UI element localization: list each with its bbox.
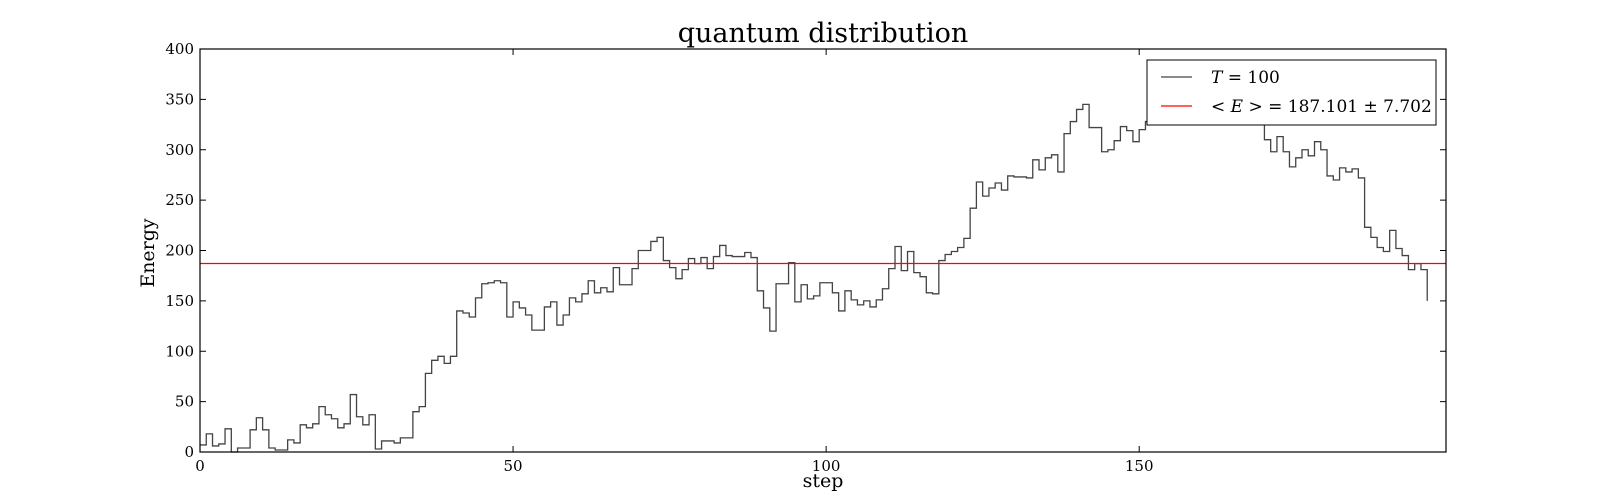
x-tick-label: 100 xyxy=(812,457,841,475)
x-tick-label: 0 xyxy=(195,457,205,475)
y-tick-label: 350 xyxy=(165,90,194,108)
chart-title: quantum distribution xyxy=(678,18,969,49)
y-tick-label: 200 xyxy=(165,242,194,260)
y-tick-label: 400 xyxy=(165,40,194,58)
legend-label: T = 100 xyxy=(1211,68,1280,88)
x-axis-label: step xyxy=(803,470,844,492)
y-tick-label: 300 xyxy=(165,141,194,159)
y-tick-label: 50 xyxy=(175,393,194,411)
legend-box xyxy=(1146,59,1437,126)
series-energy-line xyxy=(200,102,1428,453)
y-axis-label: Energy xyxy=(137,218,159,288)
y-tick-label: 250 xyxy=(165,191,194,209)
legend-label: < E > = 187.101 ± 7.702 xyxy=(1211,97,1432,117)
y-tick-label: 150 xyxy=(165,292,194,310)
x-tick-label: 50 xyxy=(504,457,523,475)
y-tick-label: 0 xyxy=(184,443,194,461)
plot-area xyxy=(200,102,1446,453)
x-tick-label: 150 xyxy=(1125,457,1154,475)
axis-ticks: 0 50 100 150 0 50 100 150 200 250 300 350 400 xyxy=(165,40,1446,475)
legend: T = 100 < E > = 187.101 ± 7.702 xyxy=(1146,59,1437,126)
plot-frame xyxy=(199,48,1447,453)
y-tick-label: 100 xyxy=(165,342,194,360)
